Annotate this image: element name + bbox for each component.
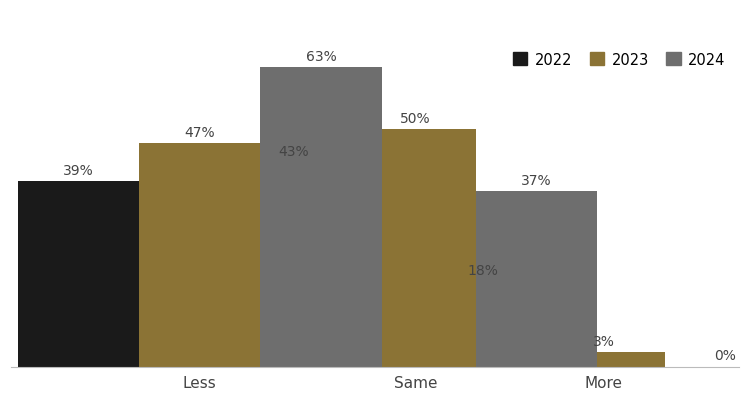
Text: 63%: 63% [306, 50, 337, 64]
Bar [543, 352, 664, 367]
Bar [233, 163, 355, 367]
Bar [260, 68, 382, 367]
Text: 43%: 43% [279, 145, 310, 159]
Text: 47%: 47% [184, 126, 215, 140]
Legend: 2022, 2023, 2024: 2022, 2023, 2024 [507, 47, 731, 73]
Bar [355, 130, 476, 367]
Bar [18, 182, 139, 367]
Text: 18%: 18% [467, 263, 498, 277]
Text: 39%: 39% [63, 164, 94, 178]
Bar [476, 191, 597, 367]
Text: 37%: 37% [521, 174, 552, 187]
Text: 0%: 0% [714, 348, 736, 362]
Text: 50%: 50% [400, 112, 430, 126]
Text: 3%: 3% [593, 335, 615, 348]
Bar [139, 144, 260, 367]
Bar [422, 282, 543, 367]
